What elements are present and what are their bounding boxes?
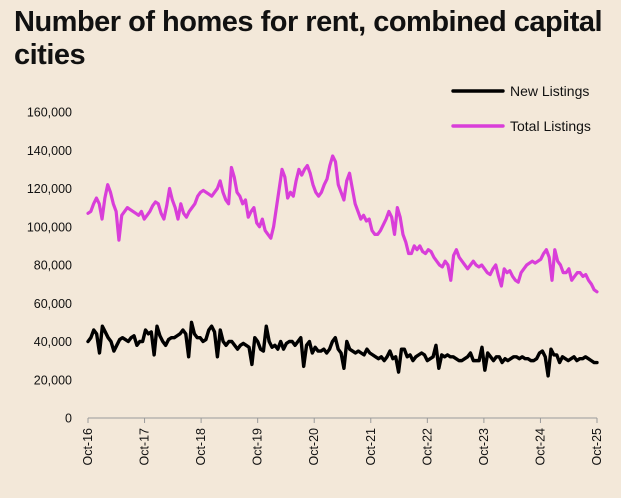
y-tick-label: 60,000 [34, 297, 72, 311]
plot-background [4, 76, 616, 496]
x-tick-label: Oct-22 [420, 428, 434, 466]
series-line-new-listings [86, 320, 599, 378]
legend: New Listings Total Listings [451, 83, 591, 134]
x-tick-label: Oct-23 [477, 428, 491, 466]
x-tick-label: Oct-18 [194, 428, 208, 466]
y-axis: 0 20,000 40,000 60,000 80,000 100,000 120,000 1… [27, 106, 72, 426]
y-tick-label: 100,000 [27, 220, 72, 234]
x-tick-label: Oct-20 [307, 428, 321, 466]
x-tick-label: Oct-17 [138, 428, 152, 466]
x-tick-label: Oct-16 [81, 428, 95, 466]
y-tick-label: 120,000 [27, 182, 72, 196]
x-axis: Oct-16 Oct-17 Oct-18 Oct-19 Oct-20 Oct-21 Oct-… [81, 418, 604, 466]
y-tick-label: 160,000 [27, 106, 72, 120]
x-tick-label: Oct-21 [364, 428, 378, 466]
series-line-total-listings [86, 154, 599, 294]
y-tick-label: 40,000 [34, 335, 72, 349]
x-tick-label: Oct-24 [533, 428, 547, 466]
x-tick-label: Oct-19 [251, 428, 265, 466]
y-tick-label: 140,000 [27, 144, 72, 158]
y-tick-label: 0 [65, 412, 72, 426]
y-tick-label: 20,000 [34, 373, 72, 387]
legend-label-new-listings: New Listings [510, 83, 589, 99]
legend-label-total-listings: Total Listings [510, 118, 591, 134]
x-tick-label: Oct-25 [590, 428, 604, 466]
y-tick-label: 80,000 [34, 259, 72, 273]
chart-title: Number of homes for rent, combined capit… [14, 6, 603, 71]
